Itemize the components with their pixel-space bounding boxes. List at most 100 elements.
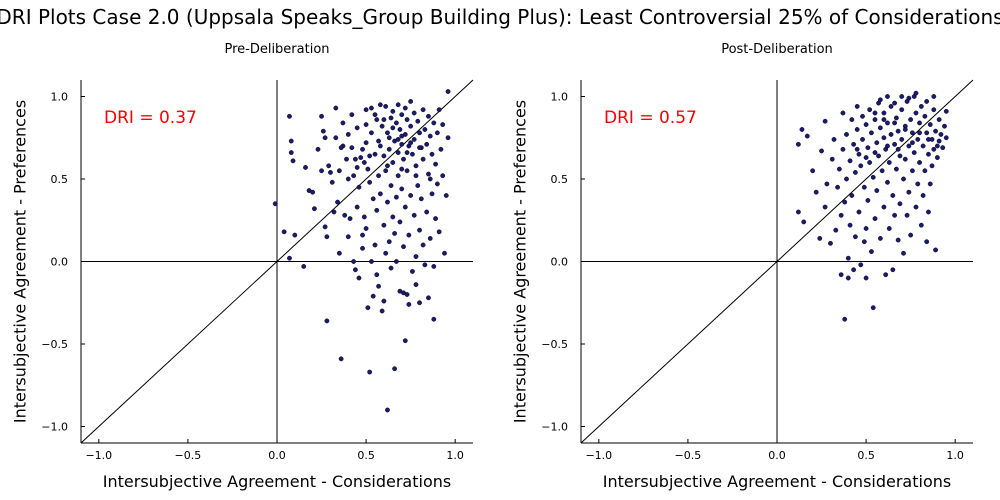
data-point xyxy=(899,107,905,113)
data-point xyxy=(936,138,942,144)
data-point xyxy=(872,117,878,123)
y-axis-label: Intersubjective Agreement - Preferences xyxy=(11,100,30,423)
data-point xyxy=(943,135,949,141)
data-point xyxy=(363,107,369,113)
data-point xyxy=(392,366,397,372)
data-point xyxy=(881,135,887,141)
data-point xyxy=(838,272,844,278)
diagonal-reference-line xyxy=(580,79,974,444)
data-point xyxy=(390,108,396,114)
data-point xyxy=(354,165,360,170)
data-point xyxy=(413,254,419,259)
y-tick-label: 1.0 xyxy=(551,91,569,104)
data-point xyxy=(885,143,890,149)
data-point xyxy=(320,128,326,134)
data-point xyxy=(411,110,417,116)
data-point xyxy=(913,110,919,116)
data-point xyxy=(910,140,915,146)
data-point xyxy=(417,227,422,233)
data-point xyxy=(885,179,890,185)
data-point xyxy=(335,199,340,205)
data-point xyxy=(408,140,414,146)
data-point xyxy=(911,150,917,156)
data-point xyxy=(415,118,421,124)
data-point xyxy=(369,105,374,111)
data-point xyxy=(922,113,928,119)
data-point xyxy=(399,112,405,118)
data-point xyxy=(372,151,378,157)
data-point xyxy=(845,255,851,261)
data-point xyxy=(386,135,392,141)
data-point xyxy=(390,160,396,165)
data-point xyxy=(356,275,362,281)
data-point xyxy=(292,232,298,238)
data-point xyxy=(288,138,294,144)
data-point xyxy=(315,146,321,152)
data-point xyxy=(411,212,417,218)
data-point xyxy=(847,222,853,228)
data-point xyxy=(434,181,440,187)
data-point xyxy=(867,160,873,165)
data-point xyxy=(799,127,805,132)
data-point xyxy=(885,120,890,126)
data-point xyxy=(847,158,853,164)
data-point xyxy=(904,212,910,218)
data-point xyxy=(872,150,878,156)
data-point xyxy=(402,105,408,111)
data-point xyxy=(861,239,867,245)
data-point xyxy=(281,229,287,235)
data-point xyxy=(926,136,931,142)
data-point xyxy=(395,136,401,142)
data-point xyxy=(869,130,874,136)
data-point xyxy=(413,282,419,287)
data-point xyxy=(399,186,405,192)
data-point xyxy=(404,168,410,174)
data-point xyxy=(363,226,369,231)
data-point xyxy=(349,112,355,118)
data-point xyxy=(872,216,878,222)
data-point xyxy=(831,136,837,142)
dri-annotation: DRI = 0.57 xyxy=(604,108,697,128)
data-point xyxy=(795,141,801,147)
data-point xyxy=(427,176,433,182)
data-point xyxy=(822,204,828,210)
data-point xyxy=(817,235,823,241)
data-point xyxy=(927,122,933,127)
data-point xyxy=(345,234,351,240)
data-point xyxy=(942,123,947,129)
data-point xyxy=(813,189,819,195)
y-tick-label: −1.0 xyxy=(41,421,68,434)
data-point xyxy=(824,181,830,187)
data-point xyxy=(822,118,828,124)
data-point xyxy=(383,104,389,109)
data-point xyxy=(406,301,412,307)
data-point xyxy=(367,153,373,159)
data-point xyxy=(897,153,903,159)
data-point xyxy=(838,212,844,218)
data-point xyxy=(933,128,938,134)
data-point xyxy=(915,181,921,187)
data-point xyxy=(420,107,426,113)
data-point xyxy=(893,166,899,172)
data-point xyxy=(360,232,365,238)
data-point xyxy=(915,136,921,142)
data-point xyxy=(899,136,905,142)
data-point xyxy=(406,232,412,238)
data-point xyxy=(352,267,358,273)
data-point xyxy=(938,132,944,137)
data-point xyxy=(388,115,394,121)
data-point xyxy=(390,214,396,220)
data-point xyxy=(436,107,442,113)
data-point xyxy=(356,184,362,190)
panel-title: Pre-Deliberation xyxy=(224,42,329,57)
data-point xyxy=(943,108,949,114)
data-point xyxy=(385,407,390,413)
data-point xyxy=(842,316,848,322)
data-point xyxy=(863,155,869,160)
data-point xyxy=(379,308,385,314)
data-point xyxy=(870,174,876,180)
data-point xyxy=(402,338,408,344)
data-point xyxy=(434,130,440,136)
data-point xyxy=(895,237,901,243)
data-point xyxy=(301,264,307,269)
